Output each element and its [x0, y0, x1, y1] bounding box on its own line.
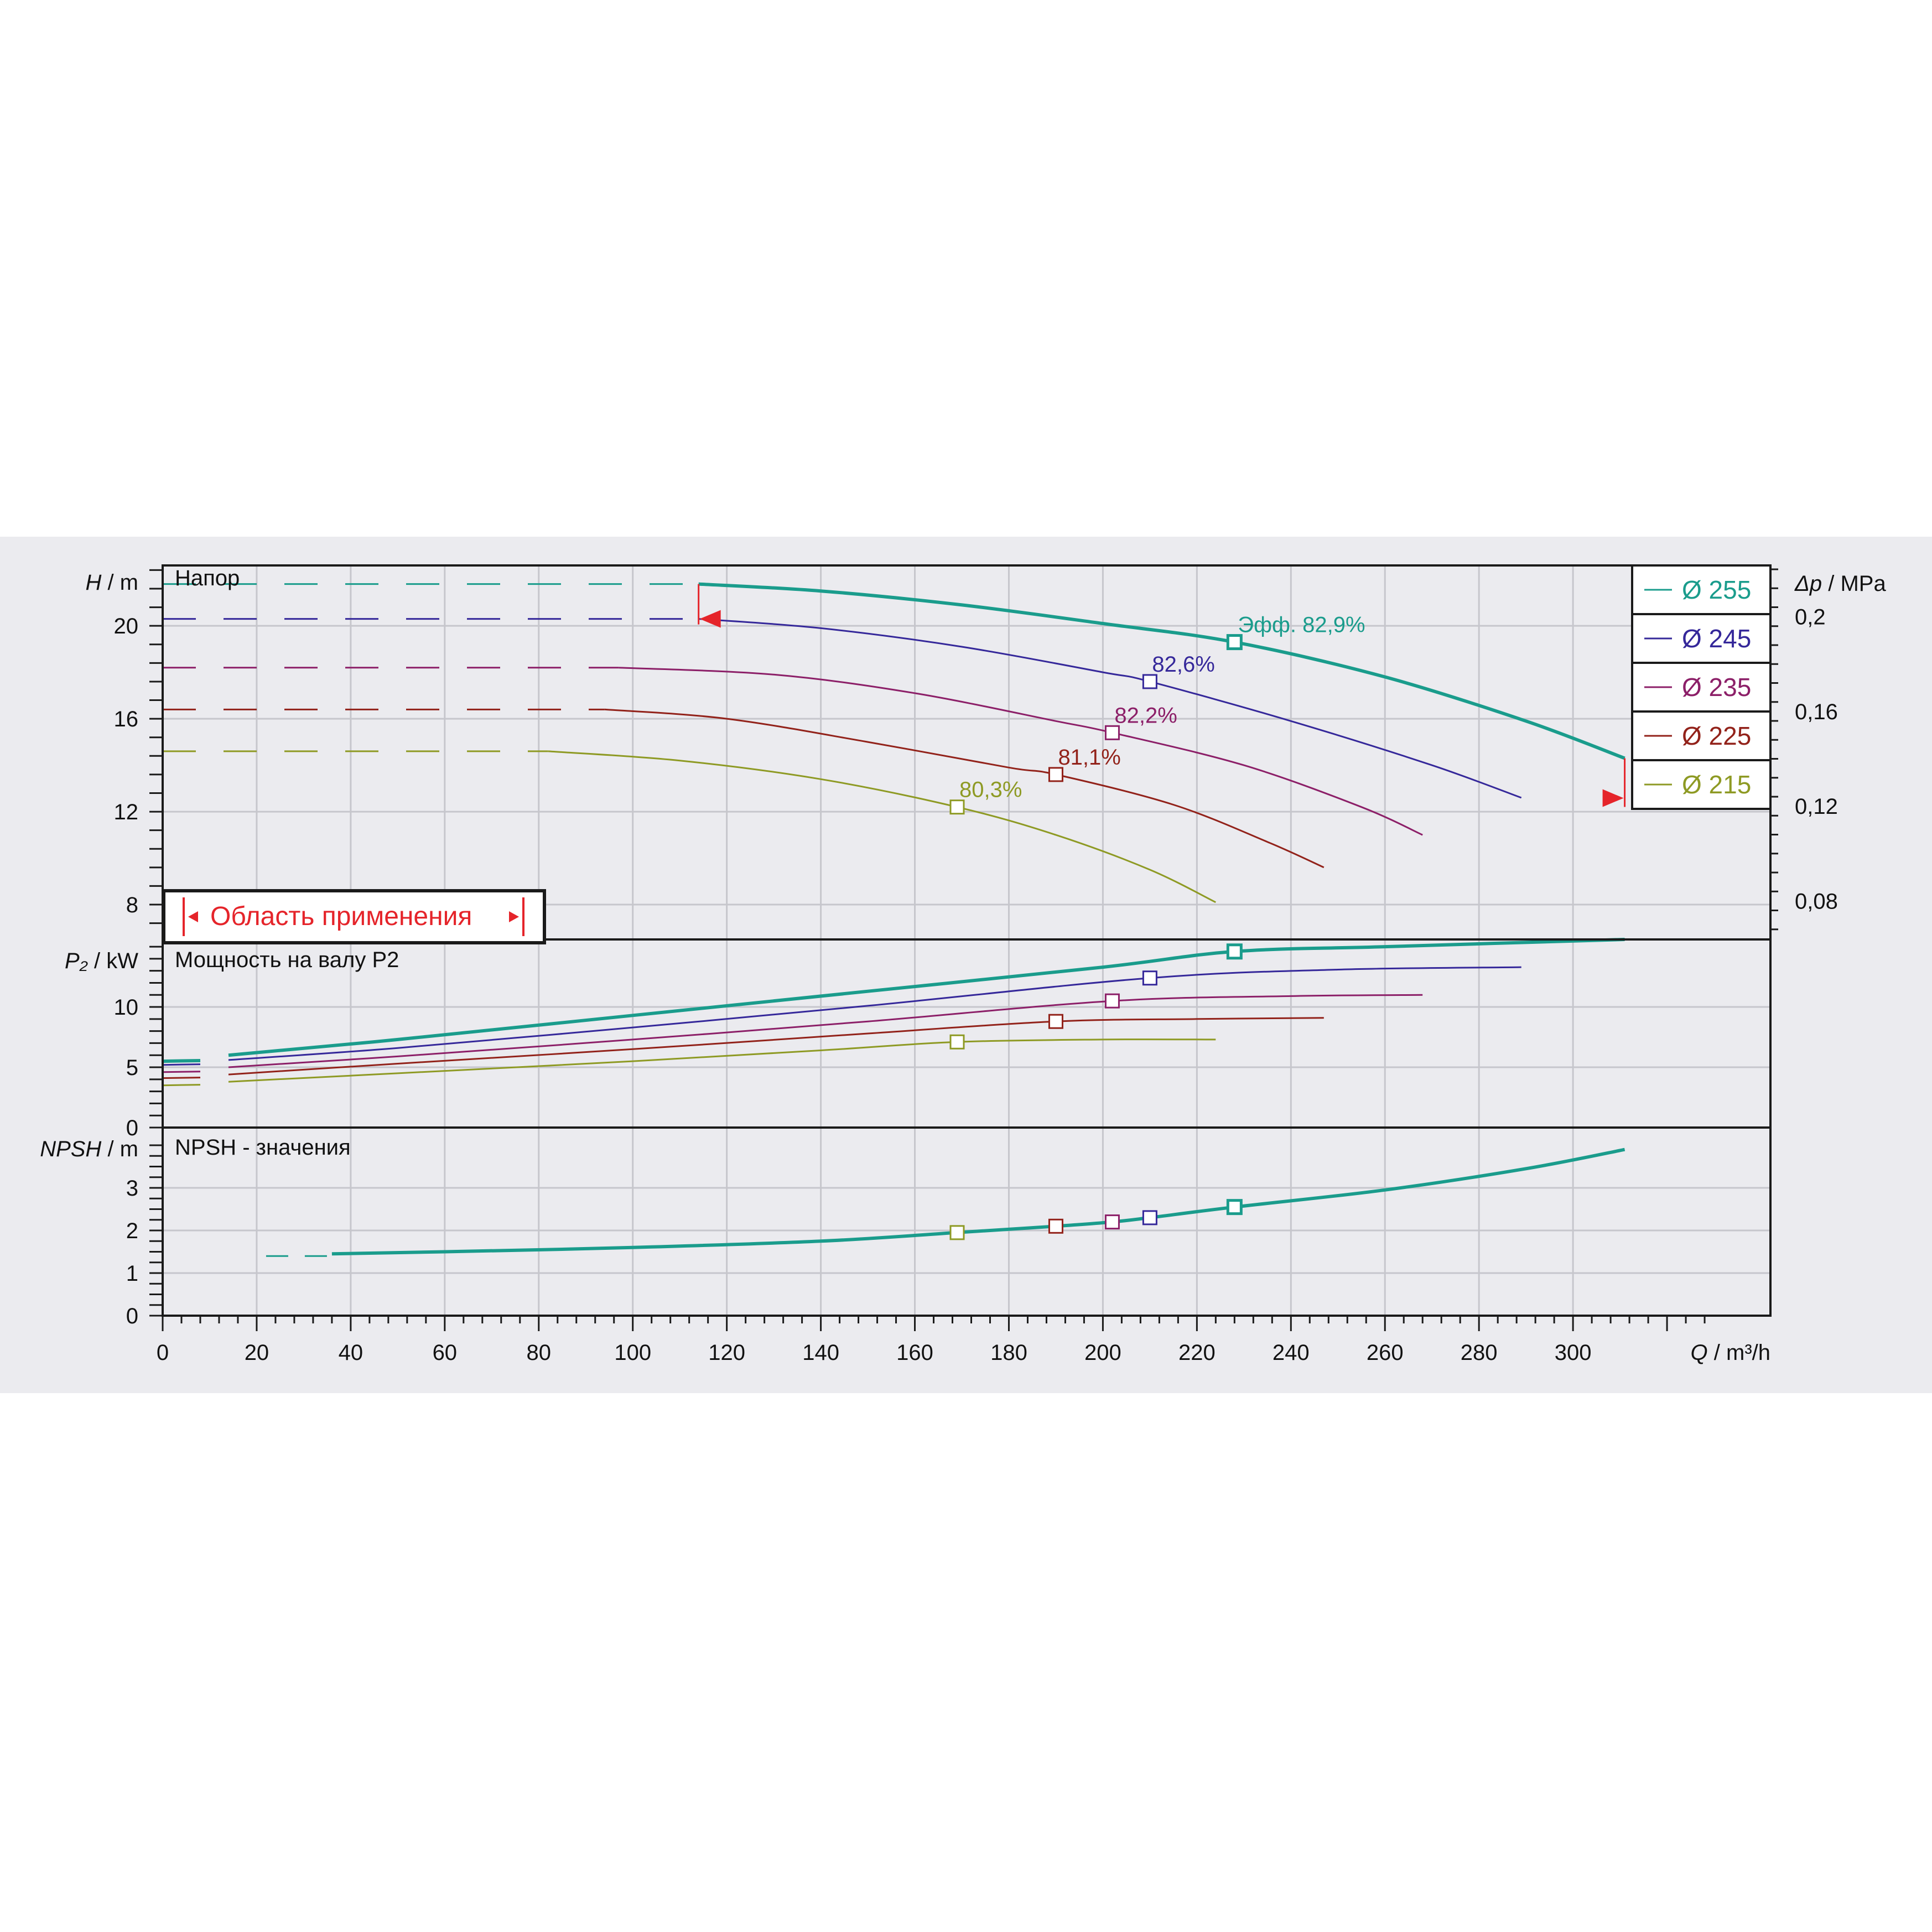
bep-label: Эфф. 82,9%	[1238, 613, 1365, 637]
right-tick-label: 0,2	[1795, 605, 1826, 630]
npsh-axis-var: NPSH	[40, 1137, 101, 1161]
x-tick-label: 100	[614, 1341, 651, 1365]
application-range-box: Область применения	[162, 889, 546, 944]
x-tick-label: 60	[433, 1341, 458, 1365]
bep-marker	[1142, 1210, 1157, 1225]
x-tick-label: 140	[802, 1341, 839, 1365]
bep-marker	[1048, 1218, 1063, 1234]
x-tick-label: 80	[527, 1341, 552, 1365]
head-curve	[604, 708, 1325, 869]
power-curve	[228, 1038, 1216, 1083]
bep-label: 82,2%	[1114, 703, 1177, 728]
x-tick-label: 220	[1178, 1341, 1216, 1365]
y-tick-label: 0	[126, 1304, 138, 1328]
head-axis-label: H / m	[85, 570, 138, 595]
x-tick-label: 280	[1461, 1341, 1498, 1365]
bep-marker	[1104, 1214, 1120, 1230]
flow-axis-var: Q	[1691, 1341, 1708, 1365]
x-tick-label: 300	[1555, 1341, 1592, 1365]
pressure-axis-unit: MPa	[1840, 572, 1886, 596]
bep-marker	[1226, 943, 1243, 960]
x-tick-label: 260	[1367, 1341, 1404, 1365]
bep-marker	[1142, 674, 1157, 689]
right-tick-label: 0,08	[1795, 889, 1838, 913]
x-tick-label: 120	[708, 1341, 745, 1365]
legend-label: Ø 225	[1682, 721, 1751, 750]
bep-marker	[1048, 767, 1063, 782]
bep-marker	[949, 1225, 965, 1240]
range-left-marker-icon	[699, 610, 721, 628]
y-tick-label: 1	[126, 1261, 138, 1286]
legend-label: Ø 245	[1682, 624, 1751, 653]
bep-marker	[1142, 970, 1157, 986]
flow-axis-label: Q / m³/h	[1691, 1341, 1770, 1365]
bep-marker	[1104, 993, 1120, 1009]
y-tick-label: 5	[126, 1056, 138, 1080]
head-panel-title: Напор	[175, 566, 240, 590]
x-tick-label: 0	[157, 1341, 169, 1365]
bep-marker	[1104, 725, 1120, 740]
head-curve	[698, 618, 1522, 799]
x-tick-label: 240	[1273, 1341, 1310, 1365]
power-curve	[228, 938, 1625, 1057]
power-curve-start	[162, 1063, 201, 1066]
bep-label: 81,1%	[1058, 745, 1120, 770]
legend: Ø 255 Ø 245 Ø 235 Ø 225 Ø 215	[1631, 564, 1772, 810]
y-tick-label: 12	[114, 800, 139, 824]
x-tick-label: 180	[990, 1341, 1027, 1365]
power-axis-unit: kW	[106, 949, 138, 973]
y-tick-label: 16	[114, 707, 139, 731]
npsh-axis-unit: m	[120, 1137, 138, 1161]
range-right-marker-icon	[1602, 789, 1624, 807]
bep-marker	[949, 1034, 965, 1050]
x-tick-label: 20	[245, 1341, 269, 1365]
axis-ticks	[149, 568, 1778, 1331]
y-tick-label: 3	[126, 1176, 138, 1201]
power-axis-var: P₂	[65, 949, 88, 973]
right-tick-label: 0,16	[1795, 700, 1838, 724]
pressure-axis-label: Δp / MPa	[1794, 572, 1886, 596]
curves: Эфф. 82,9% 82,6% 82,2% 81,1% 80,3%	[162, 582, 1626, 1257]
y-tick-label: 20	[114, 614, 139, 638]
bep-marker	[949, 799, 965, 815]
bep-marker	[1048, 1014, 1063, 1029]
x-tick-label: 200	[1084, 1341, 1121, 1365]
range-left-arrow-icon	[188, 911, 198, 922]
legend-label: Ø 235	[1682, 673, 1751, 702]
head-curve	[619, 667, 1423, 836]
bep-label: 80,3%	[959, 778, 1022, 802]
npsh-panel-title: NPSH - значения	[175, 1135, 351, 1160]
power-curve	[228, 966, 1521, 1061]
right-tick-label: 0,12	[1795, 794, 1838, 819]
head-curve	[698, 582, 1625, 760]
bep-label: 82,6%	[1152, 652, 1214, 677]
head-curve	[548, 750, 1216, 903]
legend-label: Ø 215	[1682, 770, 1751, 799]
x-tick-label: 160	[896, 1341, 933, 1365]
axis-labels: 0 20 40 60 80 100 120 140 160 180 200 220 240 260 280 3…	[114, 605, 1838, 1365]
y-tick-label: 10	[114, 995, 139, 1020]
power-axis-label: P₂ / kW	[65, 949, 138, 973]
pump-performance-chart: Эфф. 82,9%82,6%82,2%81,1%80,3% 0 20 40 60 80…	[40, 564, 1886, 1365]
legend-items: Ø 255 Ø 245 Ø 235 Ø 225 Ø 215	[1632, 575, 1770, 799]
legend-label: Ø 255	[1682, 575, 1751, 604]
y-tick-label: 8	[126, 893, 138, 917]
pressure-axis-var: Δp	[1794, 572, 1822, 596]
power-panel-title: Мощность на валу P2	[175, 948, 399, 972]
y-tick-label: 2	[126, 1219, 138, 1243]
chart-band: Эфф. 82,9% 82,6% 82,2% 81,1% 80,3% 0 20 40 60 80…	[0, 537, 1932, 1393]
flow-axis-unit: m³/h	[1726, 1341, 1770, 1365]
power-curve	[228, 1017, 1324, 1076]
head-axis-unit: m	[120, 570, 138, 595]
x-tick-label: 40	[339, 1341, 363, 1365]
range-right-arrow-icon	[509, 911, 519, 922]
bep-marker	[1226, 1199, 1243, 1216]
power-curve	[228, 994, 1423, 1068]
power-curve-start	[162, 1084, 201, 1087]
head-axis-var: H	[85, 570, 101, 595]
application-range-label: Область применения	[210, 902, 472, 931]
npsh-axis-label: NPSH / m	[40, 1137, 138, 1161]
bep-marker	[1226, 634, 1243, 651]
y-tick-label: 0	[126, 1116, 138, 1140]
